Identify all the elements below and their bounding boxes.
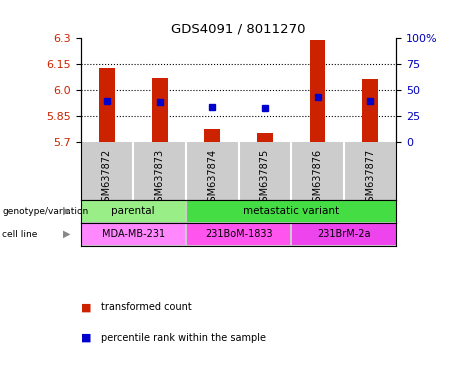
- Bar: [152, 78, 167, 142]
- Title: GDS4091 / 8011270: GDS4091 / 8011270: [171, 23, 306, 36]
- Text: genotype/variation: genotype/variation: [2, 207, 89, 216]
- Text: transformed count: transformed count: [101, 302, 192, 312]
- Bar: [187, 224, 290, 245]
- Text: GSM637873: GSM637873: [154, 149, 165, 208]
- Text: MDA-MB-231: MDA-MB-231: [102, 229, 165, 239]
- Text: parental: parental: [112, 206, 155, 216]
- Text: percentile rank within the sample: percentile rank within the sample: [101, 333, 266, 343]
- Text: cell line: cell line: [2, 230, 38, 239]
- Text: metastatic variant: metastatic variant: [243, 206, 339, 216]
- Text: GSM637876: GSM637876: [313, 149, 323, 208]
- Text: 231BrM-2a: 231BrM-2a: [317, 229, 371, 239]
- Bar: [257, 132, 273, 142]
- Text: ■: ■: [81, 333, 91, 343]
- Bar: [82, 201, 185, 222]
- Bar: [310, 40, 325, 142]
- Text: GSM637872: GSM637872: [102, 149, 112, 208]
- Text: GSM637875: GSM637875: [260, 149, 270, 208]
- Text: ▶: ▶: [63, 206, 71, 216]
- Text: ■: ■: [81, 302, 91, 312]
- Bar: [292, 224, 396, 245]
- Text: GSM637877: GSM637877: [365, 149, 375, 208]
- Bar: [82, 224, 185, 245]
- Bar: [204, 129, 220, 142]
- Bar: [99, 68, 115, 142]
- Bar: [187, 201, 396, 222]
- Text: ▶: ▶: [63, 229, 71, 239]
- Bar: [362, 79, 378, 142]
- Text: GSM637874: GSM637874: [207, 149, 217, 208]
- Text: 231BoM-1833: 231BoM-1833: [205, 229, 272, 239]
